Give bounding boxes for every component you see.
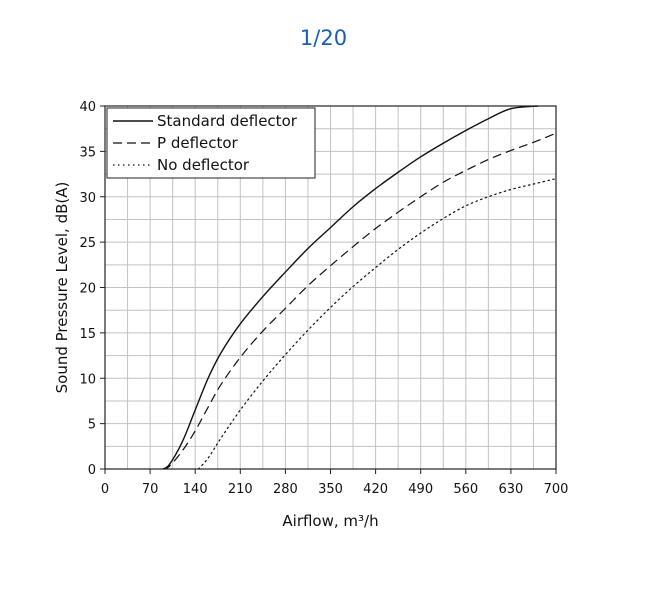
y-axis-title: Sound Pressure Level, dB(A) [53, 182, 71, 394]
y-tick-label: 25 [79, 236, 96, 251]
series-line-3 [197, 178, 557, 470]
x-axis-title-text: Airflow, m³ [282, 512, 364, 530]
x-axis-title-unit: /h [364, 512, 379, 530]
y-tick-label: 5 [88, 418, 96, 433]
legend-label-1: Standard deflector [157, 112, 298, 130]
y-tick-label: 10 [79, 372, 96, 387]
y-tick-label: 35 [79, 145, 96, 160]
x-tick-label: 700 [544, 482, 569, 497]
x-tick-label: 350 [318, 482, 343, 497]
x-tick-label: 70 [142, 482, 159, 497]
legend-label-3: No deflector [157, 156, 250, 174]
x-tick-label: 280 [273, 482, 298, 497]
tick-labels: 0 70 140 210 280 350 420 490 560 630 700 0 5 10 15 20 25… [79, 100, 568, 497]
axes [100, 105, 557, 474]
y-tick-label: 20 [79, 282, 96, 297]
y-tick-label: 40 [79, 100, 96, 115]
x-tick-label: 420 [363, 482, 388, 497]
x-tick-label: 210 [228, 482, 253, 497]
series-line-2 [162, 132, 557, 470]
series-lines [162, 105, 557, 470]
y-tick-label: 0 [88, 463, 96, 478]
x-tick-label: 490 [408, 482, 433, 497]
page-counter: 1/20 [299, 26, 348, 50]
legend: Standard deflector P deflector No deflecto… [106, 107, 316, 179]
y-tick-label: 30 [79, 191, 96, 206]
x-tick-label: 560 [453, 482, 478, 497]
x-axis-title: Airflow, m³/h [282, 512, 378, 530]
series-line-1 [162, 105, 539, 470]
y-tick-label: 15 [79, 327, 96, 342]
legend-label-2: P deflector [157, 134, 239, 152]
x-tick-label: 630 [498, 482, 523, 497]
x-tick-label: 0 [101, 482, 109, 497]
x-tick-label: 140 [183, 482, 208, 497]
